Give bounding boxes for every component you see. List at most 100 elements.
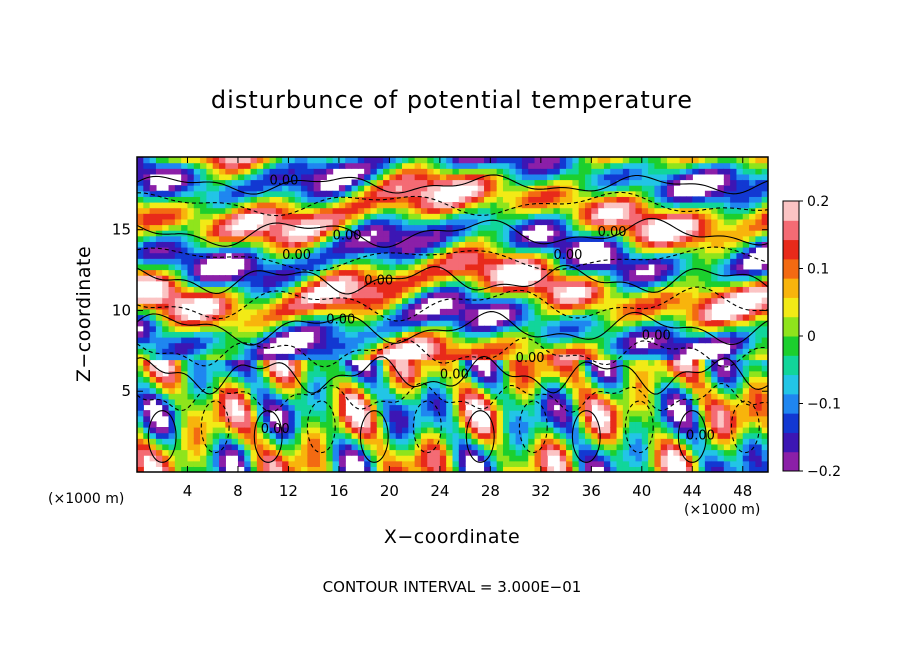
field-cell	[187, 213, 195, 220]
field-cell	[572, 207, 580, 214]
field-cell	[711, 224, 719, 231]
field-cell	[389, 320, 397, 327]
field-cell	[698, 224, 706, 231]
field-cell	[641, 404, 649, 411]
field-cell	[515, 157, 523, 164]
field-cell	[515, 353, 523, 361]
field-cell	[357, 303, 365, 310]
field-cell	[502, 173, 510, 181]
field-cell	[174, 202, 182, 209]
field-cell	[168, 398, 176, 406]
field-cell	[572, 213, 580, 220]
field-cell	[692, 263, 700, 271]
field-cell	[515, 410, 523, 417]
field-cell	[723, 207, 731, 214]
field-cell	[370, 235, 378, 242]
field-cell	[269, 466, 277, 472]
field-cell	[137, 173, 144, 181]
field-cell	[414, 382, 422, 389]
field-cell	[711, 275, 719, 282]
field-cell	[465, 415, 473, 422]
field-cell	[395, 241, 403, 248]
field-cell	[509, 224, 517, 231]
field-cell	[484, 280, 491, 287]
field-cell	[648, 207, 656, 214]
field-cell	[376, 173, 384, 181]
field-cell	[509, 438, 517, 445]
field-cell	[237, 297, 245, 304]
field-cell	[566, 353, 573, 361]
field-cell	[509, 207, 517, 214]
field-cell	[635, 404, 643, 411]
field-cell	[502, 241, 510, 248]
field-cell	[490, 162, 498, 169]
field-cell	[559, 213, 567, 220]
field-cell	[345, 427, 353, 434]
field-cell	[231, 196, 239, 203]
field-cell	[446, 353, 454, 361]
field-cell	[471, 247, 479, 254]
field-cell	[345, 370, 353, 377]
field-cell	[547, 387, 555, 394]
field-cell	[521, 404, 529, 411]
field-cell	[648, 247, 656, 254]
field-cell	[452, 387, 460, 394]
field-cell	[263, 320, 271, 327]
field-cell	[635, 443, 643, 451]
field-cell	[288, 292, 296, 299]
field-cell	[383, 314, 390, 321]
field-cell	[212, 382, 220, 389]
field-cell	[723, 190, 731, 197]
field-cell	[193, 348, 201, 355]
field-cell	[250, 314, 258, 321]
field-cell	[572, 438, 580, 445]
field-cell	[162, 308, 170, 316]
field-cell	[559, 432, 567, 439]
field-cell	[357, 196, 365, 203]
field-cell	[376, 224, 384, 231]
field-cell	[566, 342, 573, 349]
field-cell	[181, 218, 189, 226]
field-cell	[736, 269, 744, 276]
field-cell	[168, 308, 176, 316]
field-cell	[275, 190, 283, 197]
field-cell	[143, 427, 151, 434]
field-cell	[288, 162, 296, 169]
field-cell	[471, 275, 479, 282]
field-cell	[578, 342, 586, 349]
field-cell	[162, 320, 170, 327]
field-cell	[326, 359, 334, 366]
field-cell	[402, 241, 409, 248]
field-cell	[572, 280, 580, 287]
field-cell	[471, 314, 479, 321]
field-cell	[155, 432, 163, 439]
field-cell	[635, 460, 643, 467]
field-cell	[275, 427, 283, 434]
field-cell	[433, 314, 441, 321]
field-cell	[143, 348, 151, 355]
field-cell	[439, 438, 447, 445]
field-cell	[704, 382, 712, 389]
field-cell	[433, 230, 441, 237]
field-cell	[515, 331, 523, 338]
field-cell	[206, 466, 214, 472]
field-cell	[301, 218, 308, 226]
field-cell	[219, 202, 226, 209]
field-cell	[585, 173, 592, 181]
field-cell	[420, 269, 428, 276]
field-cell	[162, 275, 170, 282]
field-cell	[534, 213, 542, 220]
field-cell	[622, 230, 630, 237]
field-cell	[730, 168, 738, 175]
field-cell	[736, 342, 744, 349]
field-cell	[704, 331, 712, 338]
field-cell	[547, 275, 555, 282]
field-cell	[685, 157, 693, 164]
field-cell	[237, 325, 245, 332]
field-cell	[389, 263, 397, 271]
field-cell	[452, 230, 460, 237]
field-cell	[521, 196, 529, 203]
field-cell	[212, 427, 220, 434]
field-cell	[736, 359, 744, 366]
field-cell	[502, 387, 510, 394]
